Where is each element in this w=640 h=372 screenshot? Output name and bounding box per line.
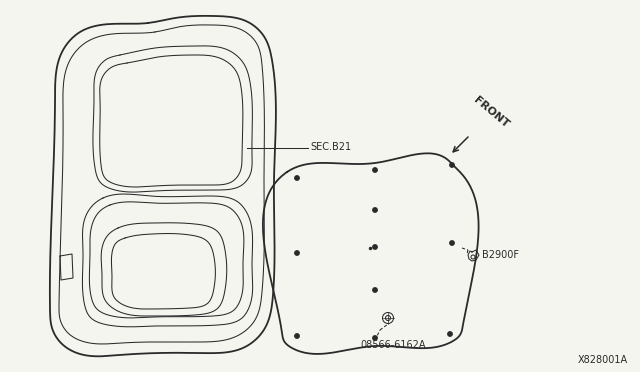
Text: X828001A: X828001A <box>578 355 628 365</box>
Circle shape <box>372 288 377 292</box>
Circle shape <box>295 251 300 255</box>
Circle shape <box>372 245 377 249</box>
Circle shape <box>295 176 300 180</box>
Circle shape <box>372 168 377 172</box>
Circle shape <box>448 332 452 336</box>
Circle shape <box>372 336 377 340</box>
Text: FRONT: FRONT <box>472 95 511 130</box>
Text: 08566-6162A: 08566-6162A <box>360 340 426 350</box>
Circle shape <box>450 241 454 245</box>
Text: B2900F: B2900F <box>482 250 519 260</box>
Circle shape <box>372 208 377 212</box>
Circle shape <box>295 334 300 338</box>
Circle shape <box>450 163 454 167</box>
Text: SEC.B21: SEC.B21 <box>310 142 351 152</box>
